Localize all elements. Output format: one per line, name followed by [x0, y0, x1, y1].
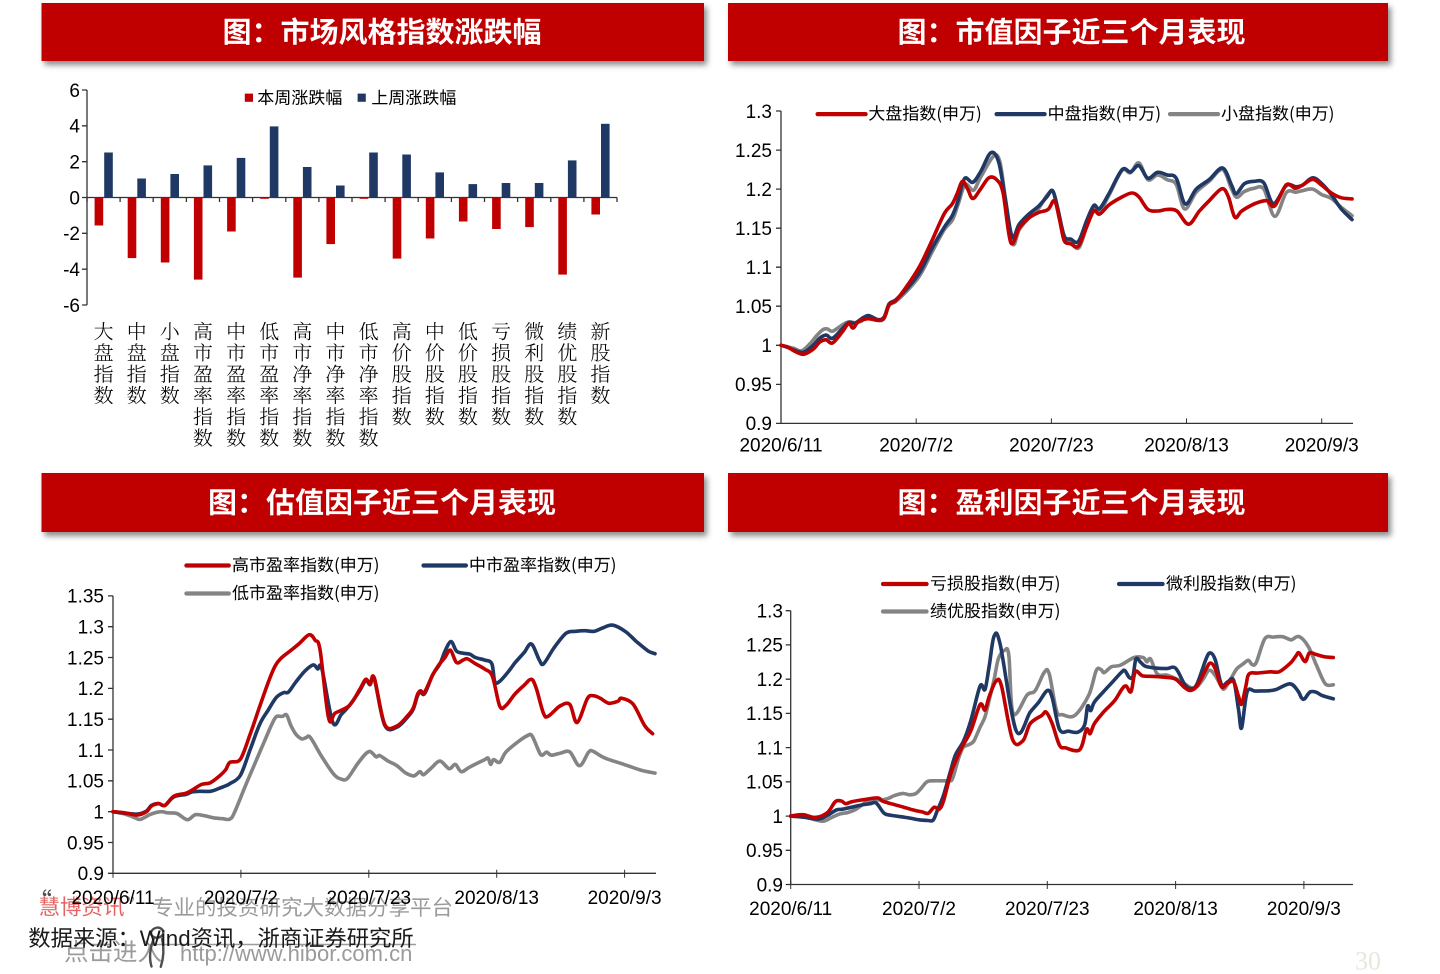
svg-text:0.95: 0.95	[735, 375, 772, 396]
svg-text:1.1: 1.1	[746, 258, 772, 279]
svg-text:0.9: 0.9	[757, 875, 783, 896]
svg-text:2020/9/3: 2020/9/3	[1267, 899, 1341, 920]
svg-text:-2: -2	[63, 224, 80, 245]
svg-text:1: 1	[772, 807, 783, 828]
svg-text:2020/8/13: 2020/8/13	[1144, 436, 1229, 457]
svg-text:1.25: 1.25	[67, 648, 104, 669]
svg-text:1.2: 1.2	[78, 679, 104, 700]
svg-text:1.05: 1.05	[735, 297, 772, 318]
svg-text:1.25: 1.25	[746, 636, 783, 657]
svg-text:1: 1	[93, 803, 104, 824]
svg-text:0.95: 0.95	[746, 841, 783, 862]
svg-text:1.05: 1.05	[67, 772, 104, 793]
svg-text:2020/6/11: 2020/6/11	[749, 899, 832, 920]
svg-text:1.3: 1.3	[757, 602, 783, 623]
svg-text:6: 6	[69, 81, 80, 102]
svg-text:0.9: 0.9	[78, 864, 104, 885]
svg-text:2020/7/23: 2020/7/23	[327, 888, 412, 909]
svg-text:1.2: 1.2	[757, 670, 783, 691]
svg-text:1.05: 1.05	[746, 773, 783, 794]
svg-text:1.1: 1.1	[757, 738, 783, 759]
svg-text:4: 4	[69, 117, 80, 138]
svg-text:1.15: 1.15	[67, 710, 104, 731]
svg-text:1: 1	[761, 336, 772, 357]
svg-text:0.9: 0.9	[746, 414, 772, 435]
svg-text:2020/7/2: 2020/7/2	[882, 899, 956, 920]
svg-text:1.15: 1.15	[746, 704, 783, 725]
svg-text:2020/7/23: 2020/7/23	[1009, 436, 1094, 457]
svg-text:2020/6/11: 2020/6/11	[71, 888, 154, 909]
svg-text:http://www.hibor.com.cn: http://www.hibor.com.cn	[180, 941, 412, 966]
svg-text:2020/7/23: 2020/7/23	[1005, 899, 1090, 920]
svg-text:1.1: 1.1	[78, 741, 104, 762]
svg-text:-4: -4	[63, 260, 80, 281]
svg-text:Wind: Wind	[140, 926, 191, 951]
svg-text:1.35: 1.35	[67, 587, 104, 608]
svg-text:1.15: 1.15	[735, 219, 772, 240]
svg-text:2020/8/13: 2020/8/13	[1133, 899, 1218, 920]
svg-text:1.3: 1.3	[78, 618, 104, 639]
svg-text:2: 2	[69, 153, 80, 174]
svg-text:1.3: 1.3	[746, 102, 772, 123]
svg-text:-6: -6	[63, 296, 80, 317]
svg-text:0: 0	[69, 188, 80, 209]
svg-text:1.2: 1.2	[746, 180, 772, 201]
svg-text:2020/8/13: 2020/8/13	[454, 888, 539, 909]
svg-text:2020/6/11: 2020/6/11	[739, 436, 822, 457]
svg-text:2020/7/2: 2020/7/2	[879, 436, 953, 457]
svg-text:0.95: 0.95	[67, 833, 104, 854]
svg-text:2020/9/3: 2020/9/3	[588, 888, 662, 909]
svg-text:1.25: 1.25	[735, 141, 772, 162]
svg-text:2020/9/3: 2020/9/3	[1285, 436, 1359, 457]
svg-text:2020/7/2: 2020/7/2	[204, 888, 278, 909]
svg-text:30: 30	[1355, 947, 1381, 974]
